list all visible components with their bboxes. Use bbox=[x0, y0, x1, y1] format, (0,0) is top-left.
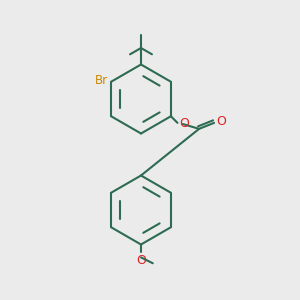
Text: O: O bbox=[179, 117, 189, 130]
Text: O: O bbox=[216, 116, 226, 128]
Text: Br: Br bbox=[95, 74, 108, 87]
Text: O: O bbox=[137, 254, 146, 267]
